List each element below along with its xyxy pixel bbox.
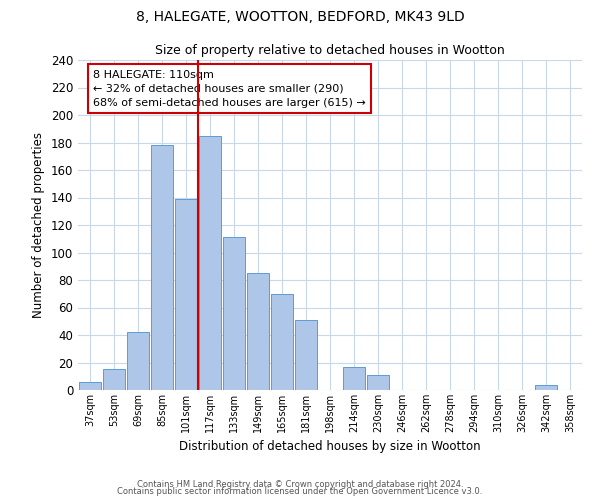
Bar bbox=[175, 199, 197, 390]
Bar bbox=[199, 136, 221, 390]
X-axis label: Distribution of detached houses by size in Wootton: Distribution of detached houses by size … bbox=[179, 440, 481, 454]
Bar bbox=[127, 332, 149, 390]
Y-axis label: Number of detached properties: Number of detached properties bbox=[32, 132, 45, 318]
Bar bbox=[103, 370, 125, 390]
Text: 8 HALEGATE: 110sqm
← 32% of detached houses are smaller (290)
68% of semi-detach: 8 HALEGATE: 110sqm ← 32% of detached hou… bbox=[93, 70, 366, 108]
Text: Contains HM Land Registry data © Crown copyright and database right 2024.: Contains HM Land Registry data © Crown c… bbox=[137, 480, 463, 489]
Text: 8, HALEGATE, WOOTTON, BEDFORD, MK43 9LD: 8, HALEGATE, WOOTTON, BEDFORD, MK43 9LD bbox=[136, 10, 464, 24]
Bar bbox=[247, 273, 269, 390]
Bar bbox=[151, 145, 173, 390]
Bar bbox=[271, 294, 293, 390]
Title: Size of property relative to detached houses in Wootton: Size of property relative to detached ho… bbox=[155, 44, 505, 58]
Text: Contains public sector information licensed under the Open Government Licence v3: Contains public sector information licen… bbox=[118, 487, 482, 496]
Bar bbox=[295, 320, 317, 390]
Bar bbox=[367, 375, 389, 390]
Bar bbox=[343, 366, 365, 390]
Bar bbox=[223, 238, 245, 390]
Bar bbox=[535, 384, 557, 390]
Bar bbox=[79, 382, 101, 390]
